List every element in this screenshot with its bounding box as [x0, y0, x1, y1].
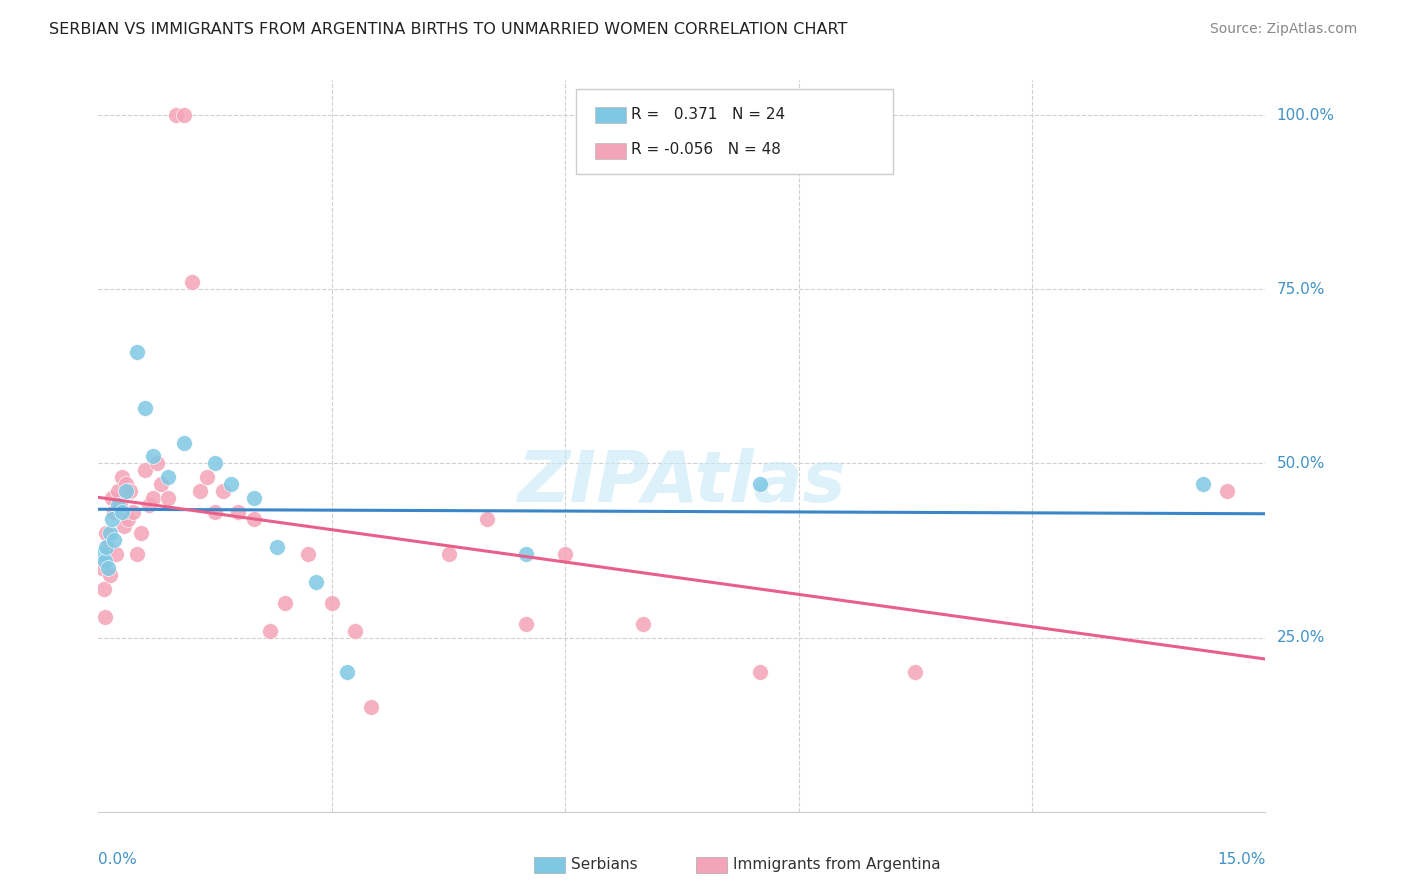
Text: R = -0.056   N = 48: R = -0.056 N = 48 [631, 143, 782, 157]
Text: Source: ZipAtlas.com: Source: ZipAtlas.com [1209, 22, 1357, 37]
Point [243, 491, 266, 506]
Point [321, 596, 343, 610]
Point [93, 582, 115, 596]
Point [97, 561, 120, 575]
Point [360, 700, 382, 714]
Point [554, 547, 576, 561]
Point [93, 609, 115, 624]
Point [118, 484, 141, 499]
Point [117, 512, 139, 526]
Point [437, 547, 460, 561]
Point [107, 498, 129, 512]
Point [173, 435, 195, 450]
Point [188, 484, 211, 499]
Point [515, 616, 537, 631]
Point [98, 567, 121, 582]
Point [204, 457, 226, 471]
Point [219, 477, 242, 491]
Point [122, 505, 145, 519]
Text: R =   0.371   N = 24: R = 0.371 N = 24 [631, 107, 786, 121]
Point [101, 491, 124, 506]
Point [631, 616, 654, 631]
Point [204, 505, 226, 519]
Point [157, 491, 180, 506]
Point [228, 505, 250, 519]
Point [274, 596, 297, 610]
Text: 0.0%: 0.0% [98, 852, 138, 867]
Point [103, 533, 125, 547]
Point [336, 665, 359, 680]
Text: 15.0%: 15.0% [1218, 852, 1265, 867]
Point [180, 275, 202, 289]
Point [173, 108, 195, 122]
Text: 75.0%: 75.0% [1277, 282, 1324, 297]
Point [93, 554, 115, 568]
Point [748, 477, 770, 491]
Point [195, 470, 218, 484]
Point [1215, 484, 1237, 499]
Point [515, 547, 537, 561]
Point [134, 463, 156, 477]
Point [904, 665, 927, 680]
Point [134, 401, 156, 415]
Point [101, 512, 124, 526]
Point [96, 526, 118, 541]
Point [477, 512, 499, 526]
Text: SERBIAN VS IMMIGRANTS FROM ARGENTINA BIRTHS TO UNMARRIED WOMEN CORRELATION CHART: SERBIAN VS IMMIGRANTS FROM ARGENTINA BIR… [49, 22, 848, 37]
Point [142, 450, 165, 464]
Point [91, 561, 114, 575]
Point [91, 547, 114, 561]
Point [104, 547, 127, 561]
Point [108, 498, 131, 512]
Text: 25.0%: 25.0% [1277, 630, 1324, 645]
Point [259, 624, 281, 638]
Point [243, 512, 266, 526]
Point [111, 470, 134, 484]
Point [146, 457, 169, 471]
Point [165, 108, 187, 122]
Point [98, 526, 121, 541]
Point [138, 498, 160, 512]
Point [127, 345, 149, 359]
Point [129, 526, 152, 541]
Text: 50.0%: 50.0% [1277, 456, 1324, 471]
Point [142, 491, 165, 506]
Point [97, 540, 120, 554]
Point [149, 477, 172, 491]
Text: 100.0%: 100.0% [1277, 108, 1334, 122]
Point [297, 547, 319, 561]
Point [157, 470, 180, 484]
Point [212, 484, 235, 499]
Point [96, 540, 118, 554]
Point [112, 519, 135, 533]
Point [114, 477, 136, 491]
Point [114, 484, 136, 499]
Text: ZIPAtlas: ZIPAtlas [517, 448, 846, 517]
Point [103, 505, 125, 519]
Point [107, 484, 129, 499]
Point [1192, 477, 1215, 491]
Text: Immigrants from Argentina: Immigrants from Argentina [733, 857, 941, 871]
Point [344, 624, 367, 638]
Text: Serbians: Serbians [571, 857, 637, 871]
Point [748, 665, 770, 680]
Point [127, 547, 149, 561]
Point [266, 540, 288, 554]
Point [305, 574, 328, 589]
Point [111, 505, 134, 519]
